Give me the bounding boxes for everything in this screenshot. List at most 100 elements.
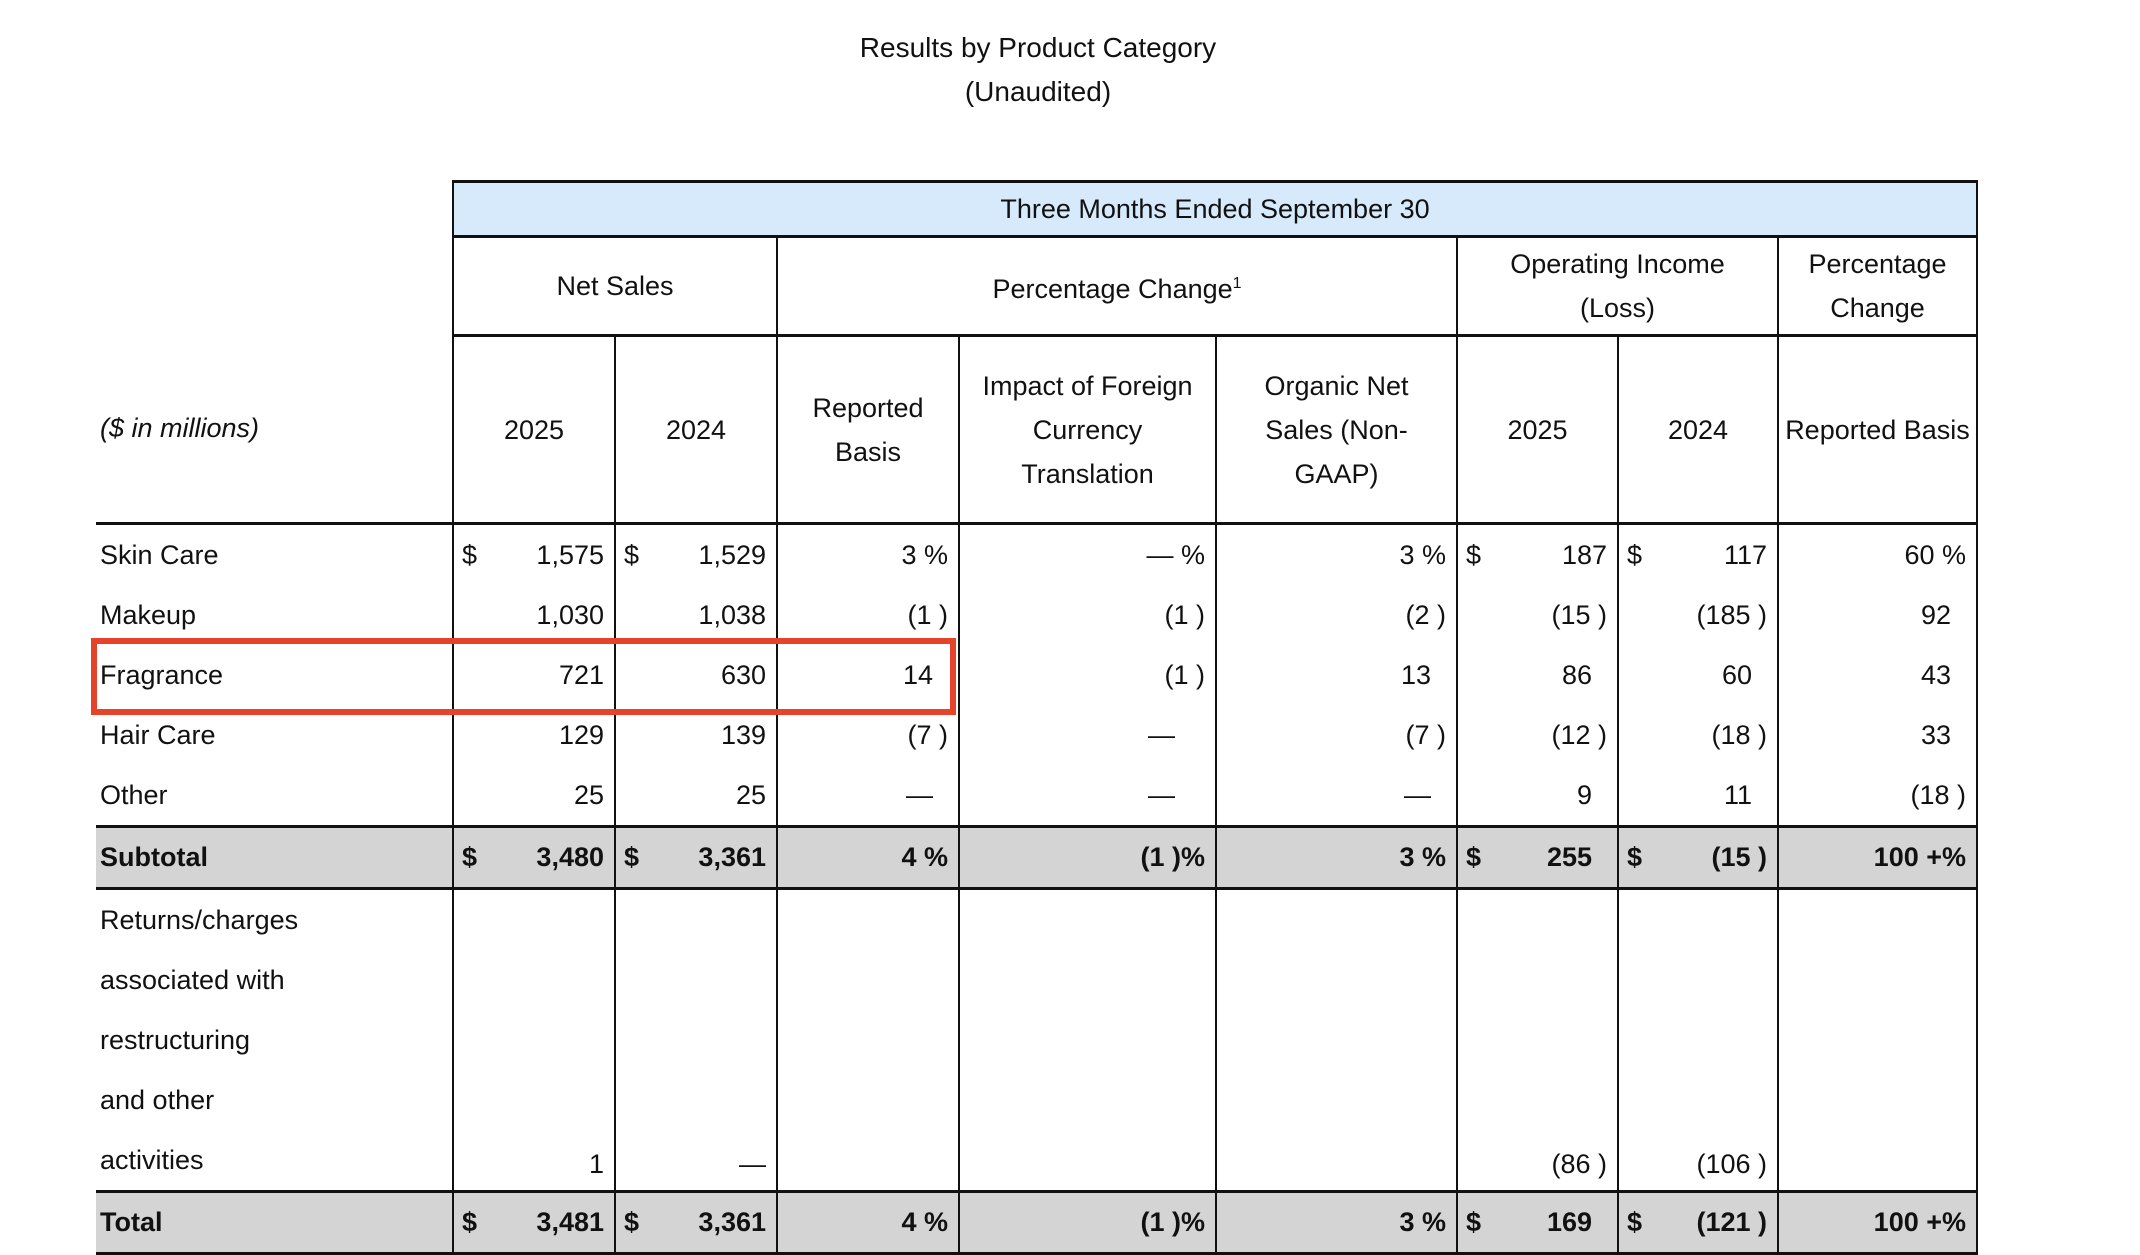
value-cell: (7 ) xyxy=(776,705,960,765)
row-label: Hair Care xyxy=(100,720,216,750)
pct-change2-header: Percentage Change xyxy=(1777,235,1978,337)
cell-value: (15 ) xyxy=(1711,842,1767,872)
value-cell: 13 xyxy=(1215,645,1458,705)
value-cell: — xyxy=(776,765,960,827)
pct-change-header: Percentage Change1 xyxy=(776,235,1458,337)
footnote-marker: 1 xyxy=(1232,274,1242,292)
value-cell: 14 xyxy=(776,645,960,705)
cell-value: 100 +% xyxy=(1873,842,1966,872)
cell-value: 139 xyxy=(720,719,766,750)
value-cell: $1,575 xyxy=(452,523,616,585)
table-row: Returns/charges associated with restruct… xyxy=(96,888,1978,1192)
row-label: Skin Care xyxy=(100,540,219,570)
value-cell: 60 % xyxy=(1777,523,1978,585)
value-cell: 129 xyxy=(452,705,616,765)
value-cell: $1,529 xyxy=(614,523,778,585)
value-cell: 100 +% xyxy=(1777,1190,1978,1255)
value-cell: (18 ) xyxy=(1777,765,1978,827)
cell-value: (185 ) xyxy=(1696,599,1767,630)
value-cell: $3,361 xyxy=(614,825,778,890)
value-cell: 1 xyxy=(452,888,616,1192)
column-header: Reported Basis xyxy=(1777,334,1978,525)
cell-value: 3,361 xyxy=(698,1207,766,1237)
cell-value: 92 xyxy=(1920,599,1966,630)
currency-symbol: $ xyxy=(1466,1207,1482,1237)
period-header: Three Months Ended September 30 xyxy=(452,180,1978,238)
value-cell: $3,480 xyxy=(452,825,616,890)
value-cell: (1 ) xyxy=(958,585,1217,645)
cell-value: 630 xyxy=(720,659,766,690)
cell-value: (7 ) xyxy=(907,719,949,750)
value-cell: $169 xyxy=(1456,1190,1619,1255)
column-header: 2024 xyxy=(614,334,778,525)
value-cell xyxy=(1777,888,1978,1192)
value-cell: (15 ) xyxy=(1456,585,1619,645)
value-cell xyxy=(776,888,960,1192)
currency-symbol: $ xyxy=(1627,539,1643,570)
cell-value: 1,030 xyxy=(536,599,604,630)
value-cell: 139 xyxy=(614,705,778,765)
currency-symbol: $ xyxy=(624,539,640,570)
value-cell: $117 xyxy=(1617,523,1779,585)
currency-symbol: $ xyxy=(462,539,478,570)
cell-value: (1 ) xyxy=(1164,659,1206,690)
cell-value: (12 ) xyxy=(1551,719,1607,750)
value-cell: 4 % xyxy=(776,825,960,890)
cell-value: 25 xyxy=(573,779,604,810)
value-cell: $3,361 xyxy=(614,1190,778,1255)
cell-value: 43 xyxy=(1920,659,1966,690)
cell-value: 1,529 xyxy=(698,539,766,570)
column-header: 2024 xyxy=(1617,334,1779,525)
cell-value: (2 ) xyxy=(1405,599,1447,630)
value-cell: 3 % xyxy=(1215,523,1458,585)
value-cell: 721 xyxy=(452,645,616,705)
cell-value: 187 xyxy=(1561,539,1607,570)
table-row: Fragrance 721 630 14 (1 ) 13 86 60 43 xyxy=(96,645,1978,705)
value-cell: $3,481 xyxy=(452,1190,616,1255)
cell-value: (86 ) xyxy=(1551,1149,1607,1179)
cell-value: 100 +% xyxy=(1873,1207,1966,1237)
column-header: Reported Basis xyxy=(776,334,960,525)
column-header: 2025 xyxy=(1456,334,1619,525)
cell-value: — xyxy=(1147,779,1205,810)
op-income-header: Operating Income (Loss) xyxy=(1456,235,1779,337)
value-cell: 86 xyxy=(1456,645,1619,705)
value-cell: 33 xyxy=(1777,705,1978,765)
row-label: Returns/charges associated with restruct… xyxy=(100,905,299,1175)
currency-symbol: $ xyxy=(1466,539,1482,570)
value-cell: — xyxy=(1215,765,1458,827)
cell-value: 3 % xyxy=(901,539,948,570)
currency-symbol: $ xyxy=(1466,842,1482,872)
value-cell: 3 % xyxy=(776,523,960,585)
empty-header xyxy=(96,237,453,336)
value-cell: 60 xyxy=(1617,645,1779,705)
value-cell: 25 xyxy=(614,765,778,827)
currency-symbol: $ xyxy=(1627,1207,1643,1237)
cell-value: 3 % xyxy=(1399,539,1446,570)
cell-value: 11 xyxy=(1723,779,1767,810)
currency-symbol: $ xyxy=(624,1207,640,1237)
report-title: Results by Product Category xyxy=(859,32,1217,63)
cell-value: — xyxy=(1403,779,1446,810)
cell-value: 129 xyxy=(558,719,604,750)
cell-value: 1,575 xyxy=(536,539,604,570)
table-row: Subtotal $3,480 $3,361 4 % (1 )% 3 % $255 $ (15… xyxy=(96,825,1978,890)
currency-symbol: $ xyxy=(624,842,640,872)
value-cell: 1,038 xyxy=(614,585,778,645)
report-subtitle: (Unaudited) xyxy=(964,76,1112,107)
cell-value: 9 xyxy=(1576,779,1607,810)
value-cell: — xyxy=(958,765,1217,827)
value-cell: 92 xyxy=(1777,585,1978,645)
cell-value: — % xyxy=(1146,539,1205,570)
column-header: Organic Net Sales (Non-GAAP) xyxy=(1215,334,1458,525)
value-cell xyxy=(958,888,1217,1192)
column-header: Impact of Foreign Currency Translation xyxy=(958,334,1217,525)
value-cell: (18 ) xyxy=(1617,705,1779,765)
cell-value: (18 ) xyxy=(1910,779,1966,810)
results-table: Three Months Ended September 30 Net Sale… xyxy=(96,180,1978,1255)
value-cell: (86 ) xyxy=(1456,888,1619,1192)
currency-symbol: $ xyxy=(462,842,478,872)
cell-value: 169 xyxy=(1546,1207,1607,1237)
value-cell: — xyxy=(958,705,1217,765)
cell-value: 3 % xyxy=(1399,842,1446,872)
